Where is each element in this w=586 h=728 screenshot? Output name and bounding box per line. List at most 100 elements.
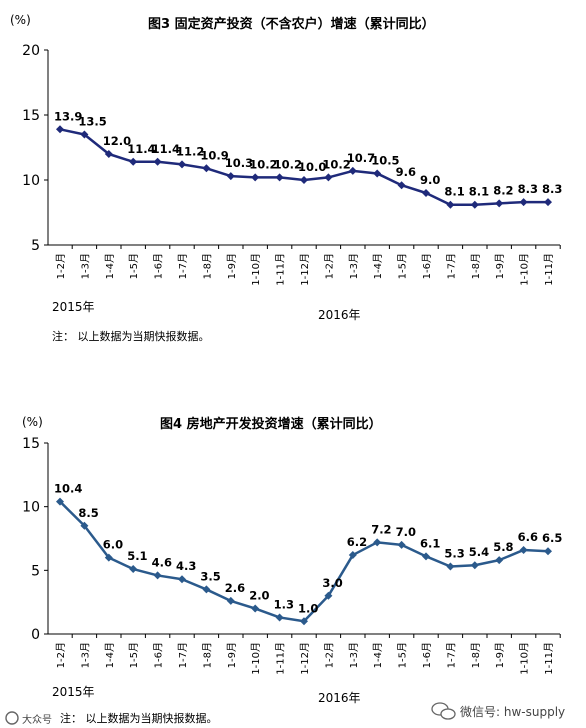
x-tick-label: 1-9月 [494, 253, 506, 279]
data-label: 2.0 [249, 589, 269, 603]
data-point [226, 596, 235, 605]
data-point [519, 198, 528, 207]
y-tick-label: 15 [22, 108, 40, 124]
data-point [397, 181, 406, 190]
data-point [104, 553, 113, 562]
data-label: 10.5 [371, 154, 399, 168]
data-point [446, 562, 455, 571]
data-label: 10.2 [249, 157, 277, 171]
x-tick-label: 1-6月 [153, 642, 165, 668]
data-label: 5.8 [493, 540, 513, 554]
data-point [202, 585, 211, 594]
data-labels: 13.913.512.011.411.411.210.910.310.210.2… [54, 109, 562, 198]
data-label: 13.5 [78, 115, 106, 129]
data-point [348, 166, 357, 175]
x-tick-label: 1-9月 [494, 642, 506, 668]
x-tick-label: 1-4月 [104, 253, 116, 279]
data-label: 6.2 [347, 535, 367, 549]
data-point [324, 591, 333, 600]
chart-fixed-asset-investment: 图3 固定资产投资（不含农户）增速（累计同比） (%) 5 10 15 20 1-2月… [10, 13, 562, 343]
data-point [56, 497, 64, 506]
series [56, 125, 552, 209]
y-tick-label: 10 [22, 500, 40, 516]
data-label: 5.3 [444, 547, 464, 561]
data-label: 8.1 [469, 185, 489, 199]
data-label: 3.0 [322, 576, 342, 590]
axes [47, 50, 560, 246]
data-point [495, 556, 504, 565]
data-label: 8.3 [542, 182, 562, 196]
x-tick-label: 1-2月 [323, 253, 335, 279]
x-tick-label: 1-11月 [275, 642, 287, 675]
x-ticks: 1-2月 1-3月 1-4月 1-5月 1-6月 1-7月 1-8月 1-9月 1-10月 1-1… [55, 245, 561, 286]
chart-note: 注： 以上数据为当期快报数据。 [60, 711, 218, 725]
data-label: 9.0 [420, 173, 440, 187]
data-label: 6.0 [103, 538, 123, 552]
x-tick-label: 1-6月 [421, 253, 433, 279]
data-label: 6.5 [542, 531, 562, 545]
y-tick-label: 5 [31, 563, 40, 579]
data-label: 6.6 [518, 530, 538, 544]
data-label: 1.0 [298, 601, 318, 615]
watermark-right-text: 微信号: hw-supply [460, 705, 565, 719]
data-point [178, 575, 186, 584]
data-point [56, 125, 64, 134]
data-point [104, 150, 113, 158]
data-point [275, 173, 284, 182]
data-point [80, 130, 89, 139]
data-label: 12.0 [103, 134, 131, 148]
data-point [348, 551, 357, 560]
year-label-2015: 2015年 [52, 300, 95, 314]
x-tick-label: 1-7月 [177, 642, 189, 668]
watermark: 大众号 微信号: hw-supply [0, 698, 586, 726]
data-label: 7.0 [396, 525, 416, 539]
data-point [544, 547, 552, 556]
y-axis-unit: (%) [22, 415, 43, 429]
x-tick-label: 1-7月 [445, 253, 457, 279]
x-tick-label: 1-11月 [543, 253, 555, 286]
x-tick-label: 1-3月 [348, 642, 360, 668]
data-label: 10.0 [298, 160, 326, 174]
data-label: 8.2 [493, 183, 513, 197]
data-label: 11.4 [127, 142, 155, 156]
x-tick-label: 1-10月 [519, 253, 531, 286]
x-tick-label: 1-4月 [372, 642, 384, 668]
data-point [80, 521, 89, 530]
x-tick-label: 1-9月 [226, 253, 238, 279]
x-tick-label: 1-8月 [470, 642, 482, 668]
x-tick-label: 1-10月 [250, 253, 262, 286]
data-point [300, 176, 308, 184]
data-point [129, 565, 138, 574]
y-ticks: 0 5 10 15 [22, 436, 48, 643]
y-tick-label: 15 [22, 436, 40, 452]
x-tick-label: 1-11月 [275, 253, 287, 286]
x-tick-label: 1-3月 [79, 253, 91, 279]
data-point [446, 200, 455, 209]
data-label: 1.3 [274, 597, 294, 611]
wechat-icon [431, 702, 456, 720]
series [56, 497, 552, 626]
data-label: 10.9 [200, 148, 228, 162]
data-label: 2.6 [225, 581, 245, 595]
data-label: 13.9 [54, 109, 82, 123]
data-label: 6.1 [420, 536, 440, 550]
data-point [397, 540, 406, 549]
data-label: 3.5 [200, 569, 220, 583]
chart-note: 注： 以上数据为当期快报数据。 [52, 329, 210, 343]
x-tick-label: 1-6月 [153, 253, 165, 279]
x-ticks: 1-2月 1-3月 1-4月 1-5月 1-6月 1-7月 1-8月 1-9月 1-10月 1-1… [55, 634, 561, 675]
data-point [202, 164, 211, 173]
data-point [422, 552, 430, 561]
x-tick-label: 1-2月 [323, 642, 335, 668]
data-label: 7.2 [371, 522, 391, 536]
data-label: 11.4 [152, 142, 180, 156]
data-point [422, 189, 430, 197]
data-label: 4.3 [176, 559, 196, 573]
x-tick-label: 1-11月 [543, 642, 555, 675]
y-tick-label: 5 [31, 238, 40, 254]
data-point [373, 538, 382, 547]
x-tick-label: 1-2月 [55, 253, 67, 279]
data-label: 8.1 [444, 185, 464, 199]
data-label: 8.5 [78, 506, 98, 520]
